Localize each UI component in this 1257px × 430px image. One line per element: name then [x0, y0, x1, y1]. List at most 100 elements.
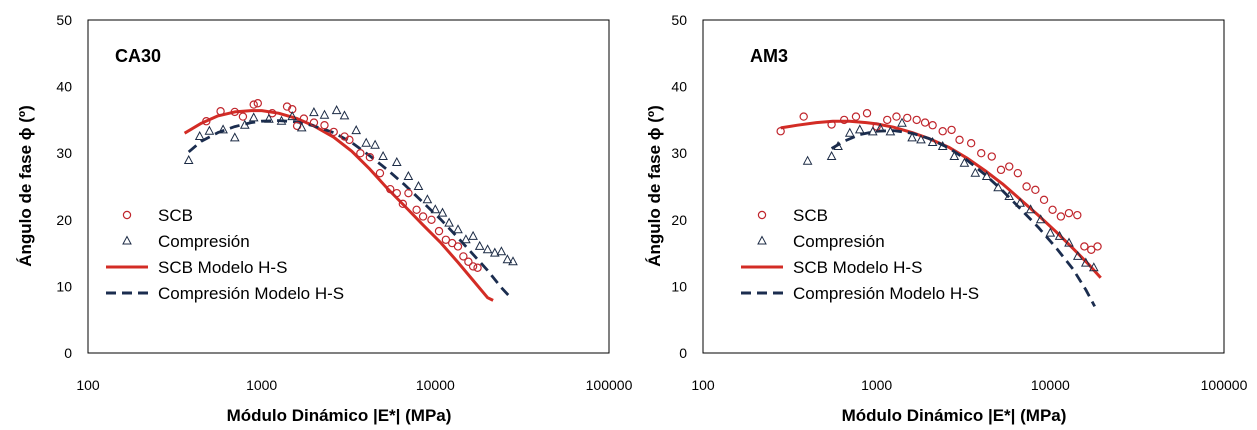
data-point-compresion — [867, 126, 878, 136]
data-point-scb — [386, 184, 395, 194]
data-point-scb — [955, 135, 964, 145]
legend-label: SCB Modelo H-S — [793, 258, 922, 277]
legend-item-compresion-modelo-h-s: Compresión Modelo H-S — [741, 284, 979, 303]
data-point-compresion — [287, 111, 298, 121]
y-axis-title: Ángulo de fase ϕ (º) — [645, 105, 664, 267]
data-point-scb — [299, 114, 309, 123]
y-tick-label: 50 — [56, 12, 72, 28]
x-tick-label: 10000 — [1031, 377, 1070, 393]
legend-item-compresion: Compresión — [122, 232, 250, 251]
data-point-scb — [1039, 195, 1049, 205]
x-axis-title: Módulo Dinámico |E*| (MPa) — [842, 406, 1067, 425]
data-point-compresion — [927, 136, 938, 146]
data-point-scb — [468, 262, 478, 271]
legend-label: Compresión — [793, 232, 885, 251]
data-point-scb — [418, 212, 428, 221]
data-point-scb — [883, 115, 892, 125]
data-point-compresion — [468, 230, 478, 240]
y-tick-label: 10 — [56, 278, 72, 294]
data-point-scb — [404, 188, 413, 198]
legend-item-scb: SCB — [122, 206, 193, 225]
data-point-compresion — [461, 234, 471, 244]
data-point-compresion — [296, 122, 307, 132]
data-point-compresion — [854, 124, 865, 134]
plot-frame — [87, 19, 610, 354]
legend-item-scb-modelo-h-s: SCB Modelo H-S — [106, 258, 287, 277]
y-tick-label: 40 — [671, 79, 687, 95]
data-point-scb — [928, 121, 937, 130]
data-point-compresion — [844, 127, 855, 137]
data-point-scb — [1031, 185, 1040, 195]
data-point-scb — [839, 115, 849, 125]
y-tick-label: 30 — [56, 145, 72, 161]
data-point-scb — [851, 112, 861, 121]
data-point-compresion — [907, 132, 917, 142]
data-point-scb — [434, 226, 444, 236]
data-point-compresion — [378, 150, 388, 160]
data-point-compresion — [444, 217, 454, 227]
legend-item-compresion-modelo-h-s: Compresión Modelo H-S — [106, 284, 344, 303]
data-point-compresion — [239, 119, 250, 129]
data-point-scb — [827, 120, 836, 129]
data-point-compresion — [1072, 250, 1083, 260]
data-point-compresion — [229, 132, 240, 142]
x-axis-title: Módulo Dinámico |E*| (MPa) — [227, 406, 452, 425]
data-point-scb — [268, 109, 277, 118]
data-point-compresion — [422, 194, 433, 204]
x-tick-label: 100000 — [1201, 377, 1248, 393]
data-point-scb — [1093, 242, 1102, 251]
data-point-scb — [987, 152, 996, 161]
data-point-compresion — [949, 150, 960, 160]
y-tick-label: 0 — [64, 345, 72, 361]
legend-label: SCB Modelo H-S — [158, 258, 287, 277]
data-point-scb — [1005, 162, 1014, 171]
data-point-scb — [1022, 182, 1031, 191]
data-point-scb — [912, 115, 921, 125]
data-point-scb — [996, 165, 1006, 175]
x-tick-label: 100 — [76, 377, 100, 393]
data-point-compresion — [453, 224, 463, 234]
data-point-scb — [1073, 210, 1082, 220]
data-point-scb — [473, 263, 482, 272]
data-point-scb — [464, 257, 473, 266]
data-point-compresion — [981, 170, 992, 180]
data-point-compresion — [351, 125, 362, 135]
data-point-scb — [977, 148, 986, 158]
legend-label: Compresión Modelo H-S — [793, 284, 979, 303]
data-point-scb — [375, 168, 385, 178]
y-tick-label: 40 — [56, 79, 72, 95]
data-point-compresion — [489, 247, 500, 257]
data-point-compresion — [218, 124, 228, 134]
data-point-compresion — [496, 246, 507, 256]
data-point-compresion — [1054, 230, 1065, 240]
data-point-scb — [1080, 242, 1089, 251]
x-tick-label: 10000 — [416, 377, 455, 393]
x-tick-label: 100 — [691, 377, 715, 393]
legend-label: Compresión — [158, 232, 250, 251]
y-tick-label: 30 — [671, 145, 687, 161]
data-point-compresion — [339, 110, 350, 120]
data-point-scb — [282, 102, 292, 111]
data-point-compresion — [1035, 214, 1046, 224]
data-point-scb — [920, 118, 930, 127]
legend-marker — [757, 210, 767, 220]
data-point-compresion — [916, 134, 926, 144]
y-tick-label: 20 — [56, 212, 72, 228]
plot-frame — [702, 19, 1225, 354]
data-point-compresion — [1064, 237, 1074, 247]
data-point-scb — [1013, 168, 1023, 178]
data-point-compresion — [474, 240, 485, 250]
data-point-compresion — [183, 154, 194, 164]
legend-label: SCB — [158, 206, 193, 225]
data-point-scb — [329, 127, 338, 137]
legend-marker — [122, 210, 132, 220]
data-point-compresion — [1080, 257, 1091, 267]
data-point-compresion — [276, 115, 287, 125]
data-point-scb — [427, 215, 436, 224]
y-tick-label: 10 — [671, 278, 687, 294]
data-point-compresion — [248, 112, 259, 122]
data-point-scb — [309, 118, 319, 127]
data-point-scb — [1064, 208, 1074, 218]
chart-panel-am3: AM3 Módulo Dinámico |E*| (MPa) Ángulo de… — [645, 12, 1248, 425]
data-point-compresion — [1004, 190, 1015, 200]
